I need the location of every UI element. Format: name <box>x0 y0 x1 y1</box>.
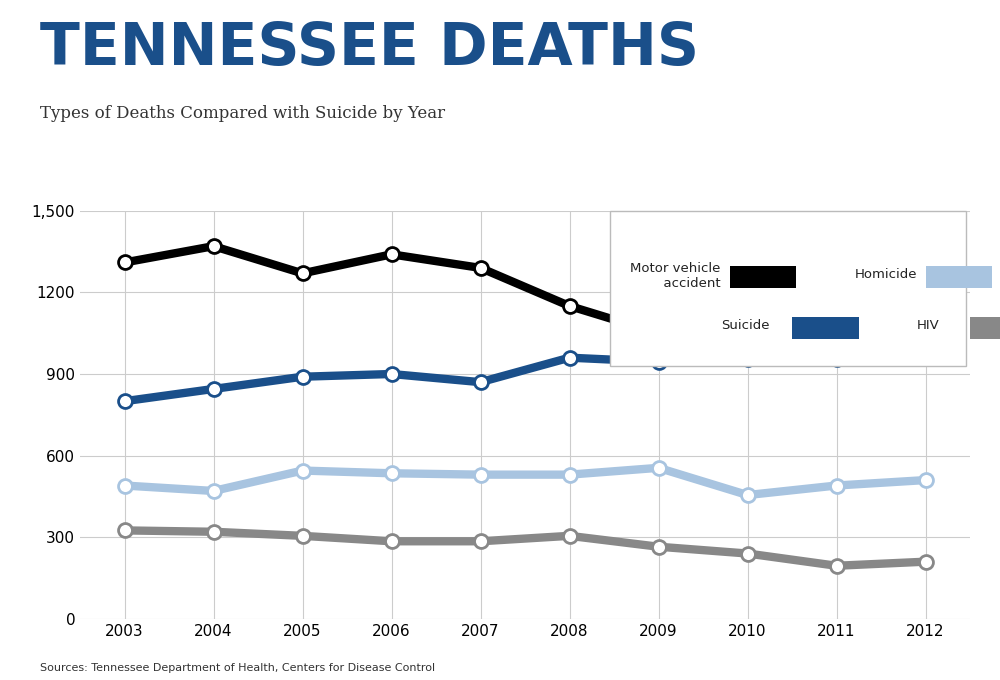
Text: Suicide: Suicide <box>721 318 769 332</box>
Bar <box>730 266 796 288</box>
Text: TENNESSEE DEATHS: TENNESSEE DEATHS <box>40 20 699 78</box>
Text: Sources: Tennessee Department of Health, Centers for Disease Control: Sources: Tennessee Department of Health,… <box>40 663 435 673</box>
Bar <box>970 317 1000 339</box>
Text: HIV: HIV <box>917 318 939 332</box>
Bar <box>792 317 859 339</box>
Text: Types of Deaths Compared with Suicide by Year: Types of Deaths Compared with Suicide by… <box>40 105 445 122</box>
Text: Motor vehicle
  accident: Motor vehicle accident <box>630 262 721 290</box>
Bar <box>926 266 992 288</box>
FancyBboxPatch shape <box>610 211 966 366</box>
Text: Homicide: Homicide <box>854 267 917 281</box>
